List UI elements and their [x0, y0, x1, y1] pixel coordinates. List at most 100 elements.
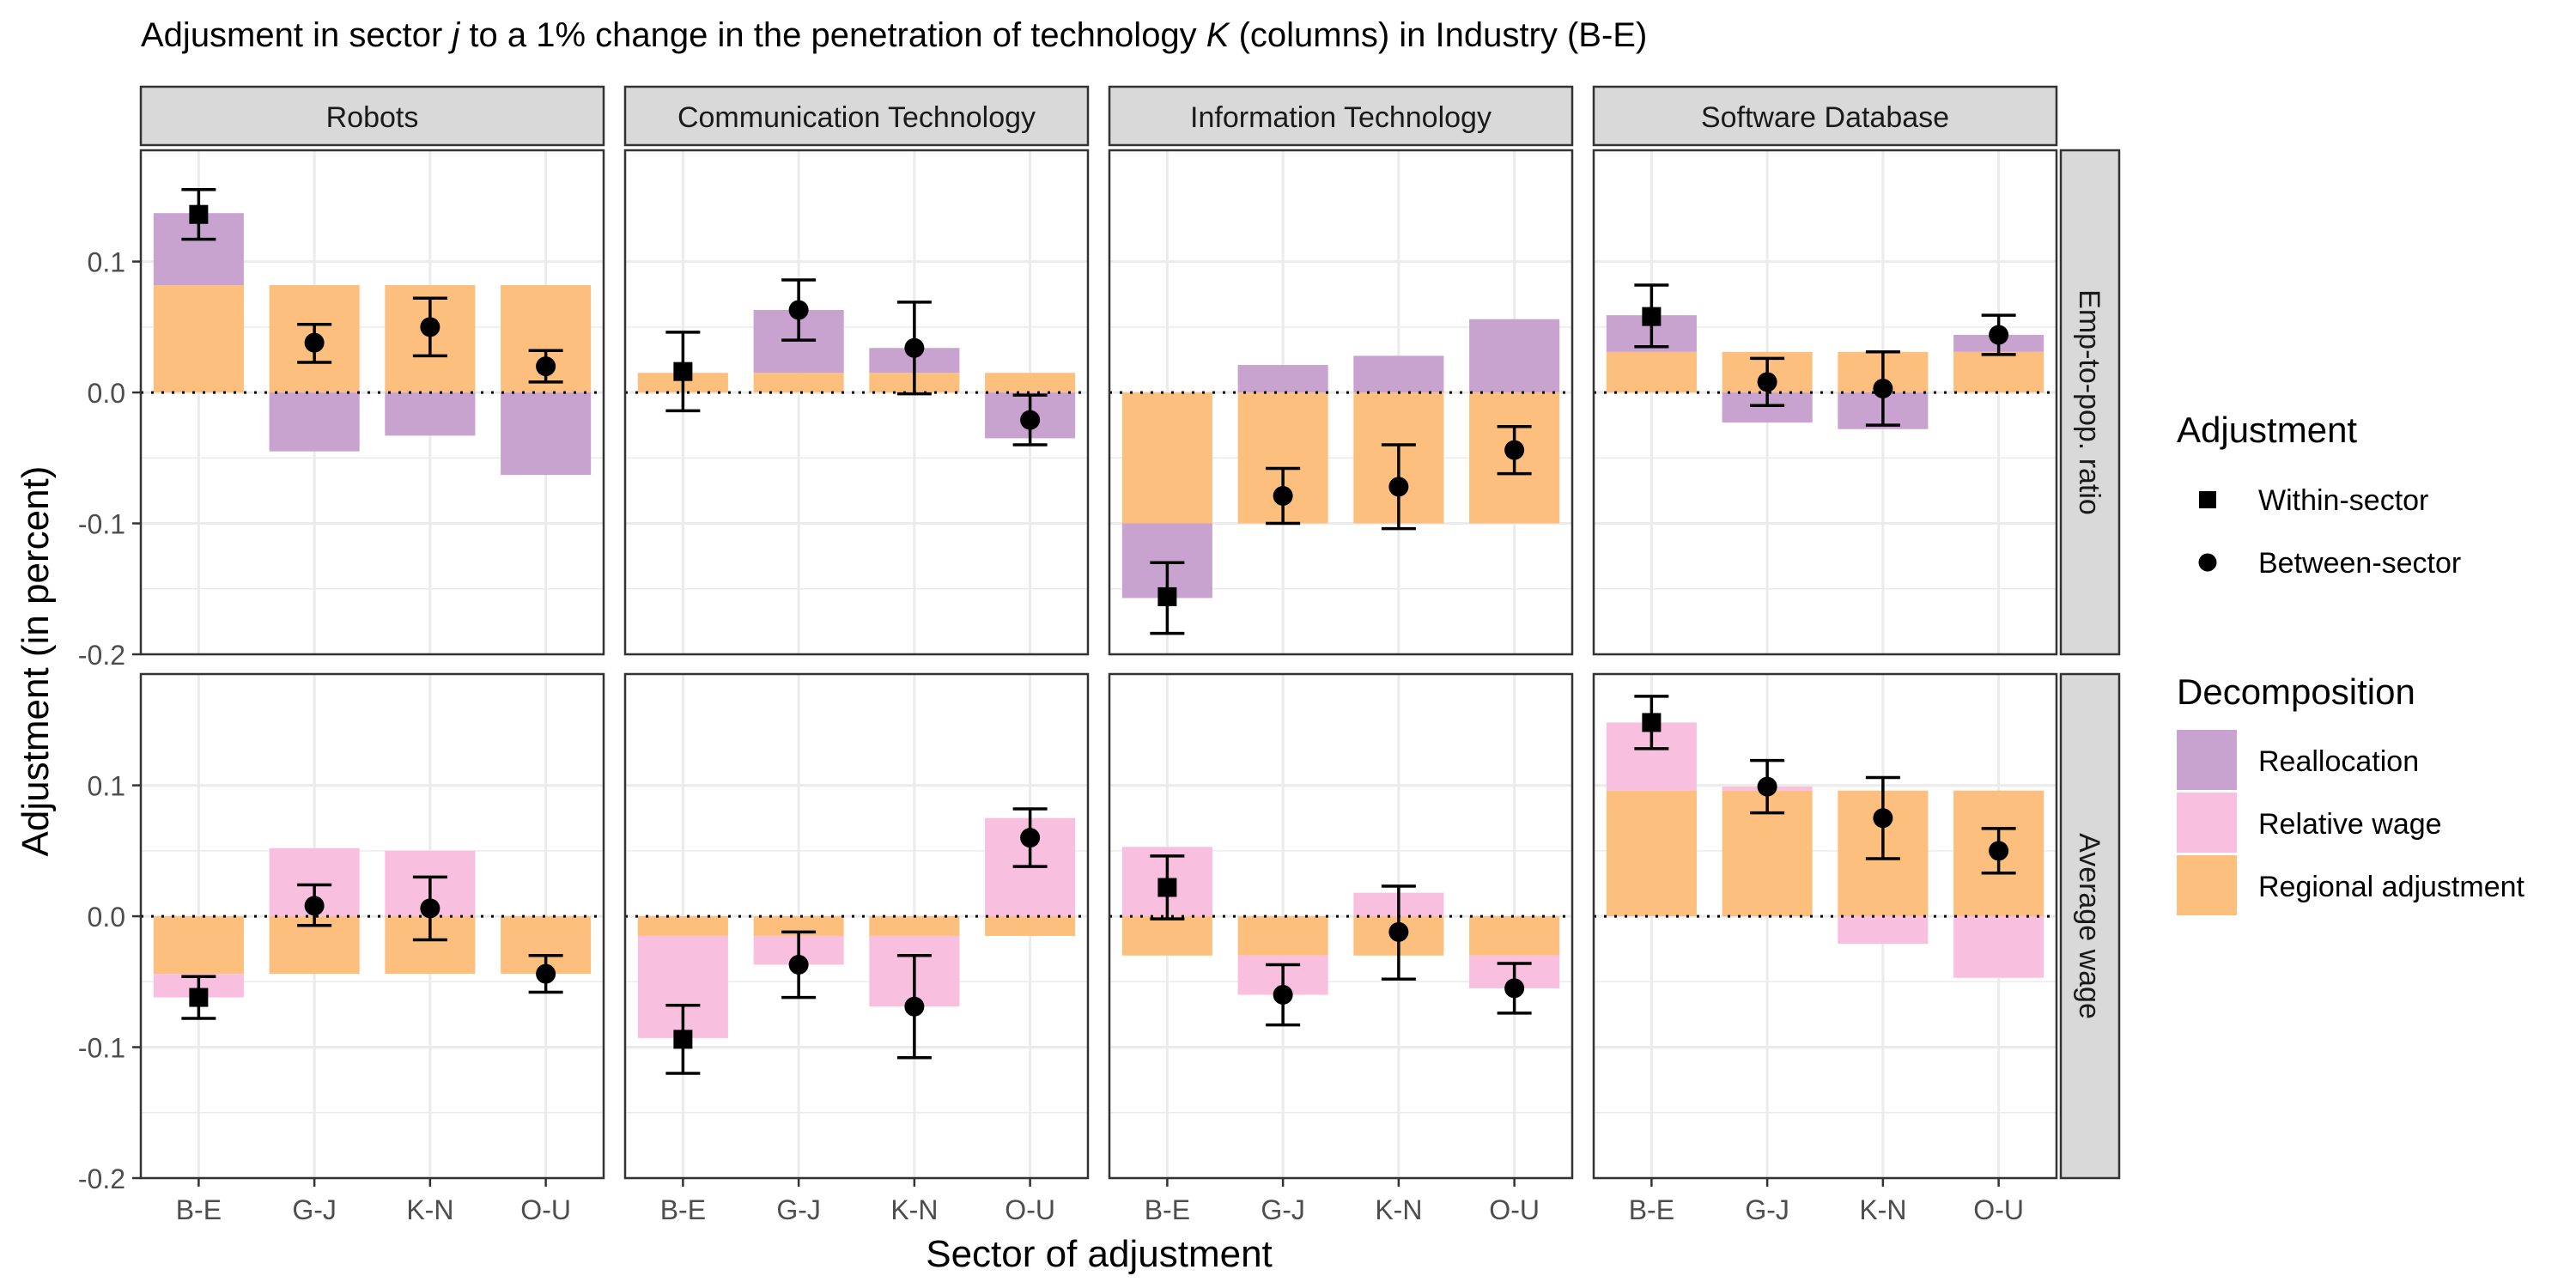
x-tick-label: G-J — [1261, 1194, 1305, 1225]
facet-strips: Robots Communication Technology Informatio… — [139, 85, 2121, 1180]
y-tick-label: -0.2 — [78, 1163, 125, 1194]
panel-marks-r1-c1 — [625, 807, 1088, 1075]
x-tick-label: G-J — [292, 1194, 337, 1225]
x-tick-label: B-E — [1629, 1194, 1674, 1225]
legend-key-between-sector — [2198, 553, 2217, 572]
between-sector-point — [1873, 808, 1893, 829]
title-part: to a 1% change in the penetration of tec… — [459, 16, 1206, 54]
between-sector-point — [1757, 776, 1777, 797]
regional-adjustment-bar — [753, 916, 844, 936]
regional-adjustment-bar — [753, 373, 844, 393]
panel-marks-r1-c2 — [1109, 847, 1572, 1027]
panel-background — [1594, 150, 2057, 654]
between-sector-point — [1020, 828, 1041, 848]
panel-border — [139, 149, 605, 656]
between-sector-point — [1388, 921, 1409, 942]
between-sector-point — [904, 337, 925, 358]
panel-marks-r0-c2 — [1109, 319, 1572, 635]
regional-adjustment-bar — [869, 916, 960, 936]
relative-wage-bar — [1953, 916, 2044, 978]
row-strip-label: Average wage — [2073, 833, 2105, 1019]
column-strip-label: Robots — [326, 101, 419, 134]
y-tick-label: 0.1 — [88, 247, 125, 278]
panel-border — [623, 672, 1090, 1180]
column-strip-label: Communication Technology — [677, 101, 1036, 134]
between-sector-point — [420, 317, 440, 337]
legend-label: Within-sector — [2258, 484, 2428, 517]
between-sector-point — [1504, 440, 1525, 460]
x-tick-label: B-E — [176, 1194, 222, 1225]
panel-border — [623, 149, 1090, 656]
within-sector-point — [189, 987, 209, 1007]
x-tick-label: K-N — [406, 1194, 453, 1225]
chart-title: Adjusment in sector j to a 1% change in … — [141, 16, 1647, 54]
legend-key-regional — [2177, 855, 2237, 915]
y-tick-label: -0.2 — [78, 640, 125, 671]
legend-key-reallocation — [2177, 730, 2237, 790]
x-axis-label: Sector of adjustment — [926, 1233, 1273, 1275]
legend-key-relative-wage — [2177, 793, 2237, 853]
column-strip — [139, 85, 605, 147]
within-sector-point — [1642, 713, 1662, 732]
legend-label: Regional adjustment — [2258, 871, 2525, 903]
relative-wage-bar — [1838, 916, 1929, 945]
panel-border — [1592, 149, 2058, 656]
x-tick-label: O-U — [1973, 1194, 2024, 1225]
x-tick-label: K-N — [890, 1194, 938, 1225]
between-sector-point — [1873, 378, 1893, 398]
between-sector-point — [1020, 410, 1041, 430]
regional-adjustment-bar — [985, 916, 1076, 936]
between-sector-point — [1989, 325, 2009, 345]
panel-border — [139, 672, 605, 1180]
title-part: K — [1206, 16, 1231, 54]
panel-marks-r1-c3 — [1594, 695, 2057, 978]
between-sector-point — [1388, 477, 1409, 497]
reallocation-bar — [1353, 355, 1444, 393]
within-sector-point — [673, 361, 693, 381]
regional-adjustment-bar — [1237, 916, 1328, 956]
between-sector-point — [904, 996, 925, 1017]
title-part: Adjusment in sector — [141, 16, 452, 54]
legend-label: Reallocation — [2258, 745, 2419, 778]
between-sector-point — [536, 356, 556, 377]
between-sector-point — [420, 898, 440, 919]
legend-label: Between-sector — [2258, 547, 2461, 580]
regional-adjustment-bar — [153, 285, 244, 393]
between-sector-point — [788, 954, 809, 975]
y-tick-label: -0.1 — [78, 1033, 125, 1064]
legend-key-within-sector — [2199, 491, 2216, 508]
panel-marks-r1-c0 — [141, 848, 604, 1020]
x-tick-label: G-J — [1745, 1194, 1789, 1225]
panel-border — [1108, 149, 1574, 656]
x-tick-label: B-E — [1145, 1194, 1190, 1225]
legend: Adjustment Within-sector Between-sector Dec… — [2177, 410, 2525, 915]
reallocation-bar — [1237, 365, 1328, 393]
within-sector-point — [673, 1030, 693, 1049]
panel-marks-r0-c0 — [141, 187, 604, 476]
column-strip — [1592, 85, 2058, 147]
x-tick-label: O-U — [520, 1194, 571, 1225]
column-strip-label: Information Technology — [1190, 101, 1492, 134]
reallocation-bar — [269, 392, 360, 452]
between-sector-point — [1757, 372, 1777, 392]
within-sector-point — [1642, 307, 1662, 326]
regional-adjustment-bar — [1469, 916, 1560, 956]
between-sector-point — [788, 300, 809, 320]
reallocation-bar — [385, 392, 476, 436]
row-strip — [2059, 672, 2121, 1180]
within-sector-point — [1157, 878, 1177, 897]
panel-r0-c3 — [1594, 150, 2057, 656]
within-sector-point — [1157, 586, 1177, 606]
row-strip — [2059, 149, 2121, 656]
x-tick-label: O-U — [1489, 1194, 1540, 1225]
legend-title-decomposition: Decomposition — [2177, 671, 2415, 712]
legend-title-adjustment: Adjustment — [2177, 410, 2357, 450]
between-sector-point — [536, 963, 556, 984]
within-sector-point — [189, 204, 209, 224]
regional-adjustment-bar — [1121, 916, 1212, 956]
reallocation-bar — [501, 392, 592, 476]
panel-marks-r0-c3 — [1594, 283, 2057, 429]
between-sector-point — [1273, 486, 1293, 507]
y-axis-label: Adjustment (in percent) — [15, 466, 57, 857]
